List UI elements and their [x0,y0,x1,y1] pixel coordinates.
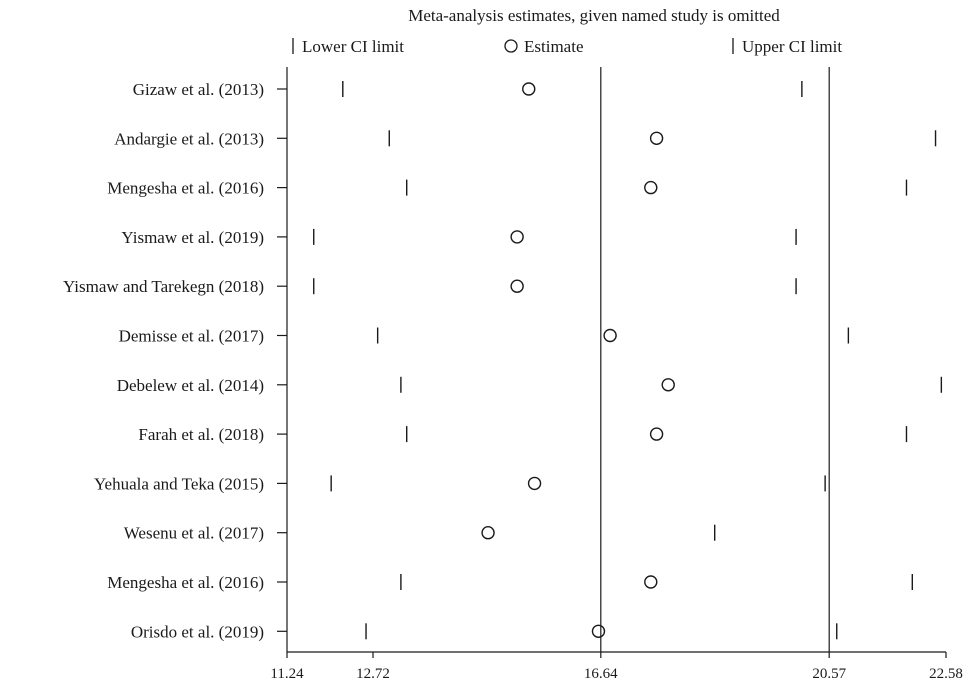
reference-lines [600,67,830,652]
study-label: Mengesha et al. (2016) [107,573,264,592]
estimate-marker [510,279,524,293]
study-label: Yismaw and Tarekegn (2018) [63,277,264,296]
study-rows: Gizaw et al. (2013) Andargie et al. (2013… [63,80,943,641]
study-label: Debelew et al. (2014) [117,376,264,395]
study-row: Demisse et al. (2017) [119,327,850,346]
estimate-marker [591,624,606,638]
legend-lower-label: Lower CI limit [302,37,404,56]
x-tick-label: 12.72 [356,666,390,682]
study-row: Gizaw et al. (2013) [133,80,803,99]
x-tick-label: 11.24 [270,666,304,682]
legend-estimate-label: Estimate [524,37,583,56]
study-row: Yehuala and Teka (2015) [94,474,826,493]
study-label: Demisse et al. (2017) [119,327,264,346]
study-row: Farah et al. (2018) [138,425,908,444]
study-label: Andargie et al. (2013) [114,129,264,148]
study-row: Mengesha et al. (2016) [107,573,913,592]
study-row: Yismaw and Tarekegn (2018) [63,277,797,296]
study-label: Gizaw et al. (2013) [133,80,264,99]
study-label: Wesenu et al. (2017) [124,524,264,543]
estimate-marker [510,230,524,244]
study-row: Mengesha et al. (2016) [107,179,908,198]
estimate-marker [649,427,664,441]
study-label: Yehuala and Teka (2015) [94,474,264,493]
estimate-marker [481,526,495,540]
x-tick-label: 16.64 [584,666,618,682]
study-row: Yismaw et al. (2019) [121,228,797,247]
study-label: Mengesha et al. (2016) [107,179,264,198]
estimate-marker [661,378,675,392]
x-tick-label: 22.58 [929,666,963,682]
legend-upper-label: Upper CI limit [742,37,842,56]
study-row: Andargie et al. (2013) [114,129,937,148]
x-tick-label: 20.57 [812,666,846,682]
study-row: Debelew et al. (2014) [117,376,943,395]
estimate-marker [644,575,658,589]
study-label: Orisdo et al. (2019) [131,622,264,641]
estimate-marker [527,476,542,491]
legend: Lower CI limit Estimate Upper CI limit [292,37,842,56]
study-label: Yismaw et al. (2019) [121,228,264,247]
study-row: Wesenu et al. (2017) [124,524,716,543]
estimate-marker [522,82,536,96]
study-label: Farah et al. (2018) [138,425,264,444]
chart-title: Meta-analysis estimates, given named stu… [408,6,780,25]
study-row: Orisdo et al. (2019) [131,622,838,641]
x-axis: 11.24 12.72 16.64 20.57 22.58 [270,67,963,682]
estimate-marker [603,328,617,343]
legend-estimate-marker [504,39,518,53]
estimate-marker [649,131,664,146]
estimate-marker [644,180,658,195]
